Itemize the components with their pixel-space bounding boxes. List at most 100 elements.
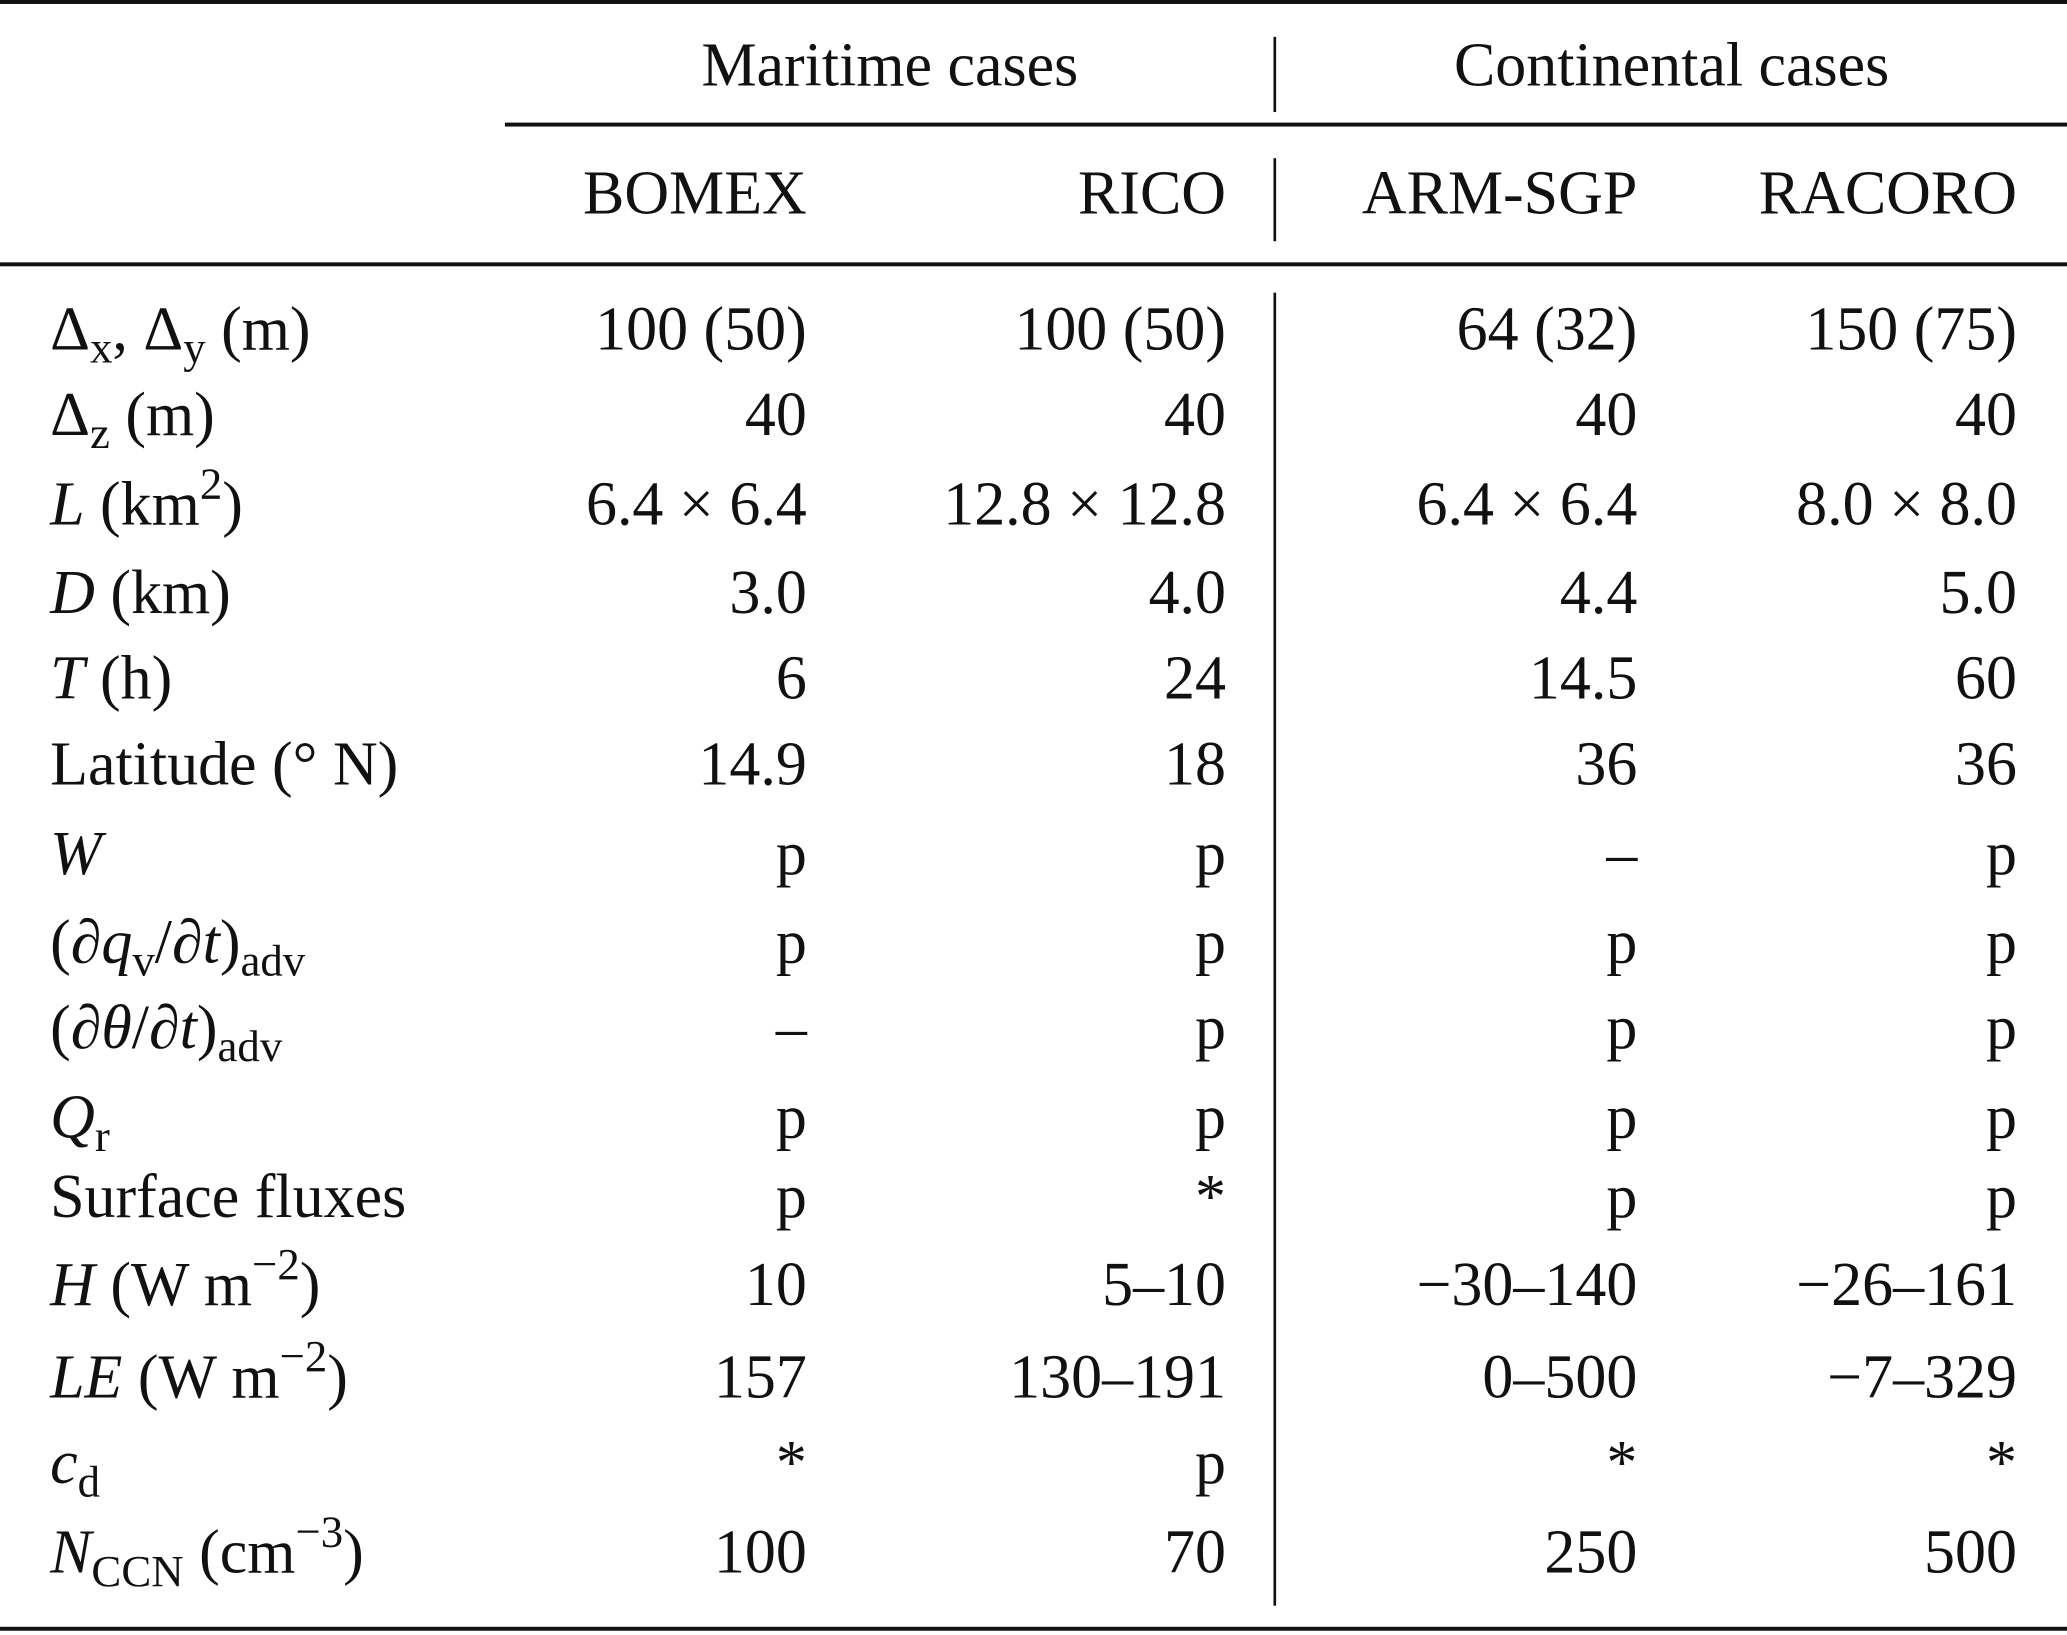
- table-cell: p: [1606, 1162, 1638, 1232]
- label-segment: CCN: [91, 1547, 184, 1597]
- label-segment: z: [89, 409, 110, 459]
- label-segment: d: [77, 1458, 101, 1507]
- table-cell: 150 (75): [1805, 295, 2017, 364]
- table-cell: p: [1986, 1083, 2017, 1153]
- group-header-continental: Continental cases: [1453, 31, 1890, 101]
- table-cell: 60: [1955, 644, 2017, 714]
- table-cell: *: [1195, 1162, 1227, 1232]
- row-label: (∂qv/∂t)adv: [50, 899, 305, 986]
- table-cell: 0–500: [1482, 1343, 1638, 1412]
- table-cell: 40: [1575, 380, 1638, 450]
- row-label: T (h): [50, 635, 172, 722]
- label-segment: /∂: [131, 993, 180, 1063]
- row-label: H (W m−2): [50, 1242, 320, 1329]
- table-row: Qr p p p p: [0, 1074, 2067, 1161]
- row-label: W: [50, 811, 102, 898]
- table-cell: 40: [1955, 380, 2017, 450]
- table-row: D (km) 3.0 4.0 4.4 5.0: [0, 550, 2067, 637]
- table-cell: 14.5: [1528, 644, 1638, 714]
- label-segment: LE: [50, 1343, 123, 1412]
- table-cell: p: [1195, 819, 1227, 889]
- row-label: Surface fluxes: [50, 1154, 406, 1241]
- label-segment: Surface fluxes: [50, 1162, 407, 1232]
- row-label: Latitude (° N): [50, 721, 398, 808]
- label-segment: −2: [279, 1332, 328, 1382]
- label-segment: L: [50, 470, 85, 540]
- top-rule: [0, 0, 2067, 4]
- label-segment: θ: [101, 993, 132, 1063]
- table-cell: 100 (50): [595, 295, 807, 364]
- column-header-bomex: BOMEX: [583, 159, 807, 229]
- table-cell: 70: [1164, 1518, 1227, 1588]
- table-cell: p: [775, 1162, 807, 1232]
- group-rule: [504, 122, 2067, 127]
- label-segment: y: [183, 324, 206, 374]
- label-segment: ): [299, 1251, 321, 1320]
- column-header-arm-sgp: ARM-SGP: [1361, 159, 1638, 229]
- table-cell: p: [1606, 1083, 1638, 1153]
- table-cell: −7–329: [1827, 1343, 2017, 1412]
- table-row: cd * p * *: [0, 1420, 2067, 1507]
- label-segment: (km: [84, 470, 200, 540]
- table-cell: 64 (32): [1456, 295, 1638, 364]
- table-cell: p: [775, 908, 807, 977]
- table-cell: 40: [744, 380, 807, 450]
- label-segment: T: [50, 644, 85, 714]
- row-label: L (km2): [50, 461, 243, 548]
- table-cell: 250: [1544, 1518, 1638, 1588]
- label-segment: adv: [217, 1023, 283, 1072]
- label-segment: Latitude (° N): [50, 730, 399, 799]
- table-cell: *: [1606, 1429, 1638, 1498]
- table-cell: 6.4 × 6.4: [1416, 470, 1638, 540]
- bottom-rule: [0, 1626, 2067, 1631]
- table-row: H (W m−2) 10 5–10 −30–140 −26–161: [0, 1242, 2067, 1329]
- label-segment: (W m: [122, 1343, 280, 1412]
- label-segment: adv: [240, 937, 306, 987]
- table-cell: –: [775, 993, 807, 1063]
- label-segment: /∂: [154, 908, 203, 977]
- column-divider: [1273, 292, 1277, 1606]
- table-cell: p: [1986, 993, 2017, 1063]
- label-segment: Δ: [50, 295, 90, 364]
- label-segment: (km): [94, 558, 231, 628]
- label-segment: −2: [252, 1240, 300, 1290]
- table-cell: 24: [1164, 644, 1227, 714]
- table-row: LE (W m−2) 157 130–191 0–500 −7–329: [0, 1334, 2067, 1421]
- table-cell: p: [1986, 1162, 2017, 1232]
- label-segment: (m): [205, 295, 311, 364]
- label-segment: ): [196, 993, 218, 1063]
- table-row: (∂qv/∂t)adv p p p p: [0, 899, 2067, 986]
- column-divider: [1273, 36, 1277, 113]
- label-segment: N: [50, 1518, 92, 1588]
- group-header-maritime: Maritime cases: [701, 31, 1079, 101]
- table-cell: *: [1986, 1429, 2017, 1498]
- table-cell: p: [1195, 993, 1227, 1063]
- label-segment: , Δ: [112, 295, 184, 364]
- table-cell: 130–191: [1009, 1343, 1227, 1412]
- table-cell: −30–140: [1416, 1251, 1638, 1320]
- table-cell: p: [1195, 1083, 1227, 1153]
- table-cell: 5.0: [1939, 558, 2017, 628]
- label-segment: r: [94, 1112, 110, 1162]
- label-segment: ): [327, 1343, 348, 1412]
- label-segment: H: [50, 1251, 95, 1320]
- label-segment: t: [202, 908, 220, 977]
- table-cell: 18: [1164, 730, 1227, 799]
- column-header-rico: RICO: [1077, 159, 1227, 229]
- label-segment: ): [222, 470, 243, 540]
- label-segment: (m): [109, 380, 215, 450]
- table-cell: p: [1986, 908, 2017, 977]
- table-cell: p: [1986, 819, 2017, 889]
- row-label: Δx, Δy (m): [50, 286, 310, 373]
- column-divider: [1273, 158, 1277, 242]
- table-cell: p: [1195, 908, 1227, 977]
- table-cell: 10: [744, 1251, 807, 1320]
- row-label: Qr: [50, 1074, 110, 1161]
- table-cell: 100 (50): [1014, 295, 1227, 364]
- table-cell: 8.0 × 8.0: [1796, 470, 2017, 540]
- table-cell: 500: [1924, 1518, 2017, 1588]
- table-cell: 6: [775, 644, 807, 714]
- table-cell: 6.4 × 6.4: [585, 470, 807, 540]
- table-cell: 100: [713, 1518, 807, 1588]
